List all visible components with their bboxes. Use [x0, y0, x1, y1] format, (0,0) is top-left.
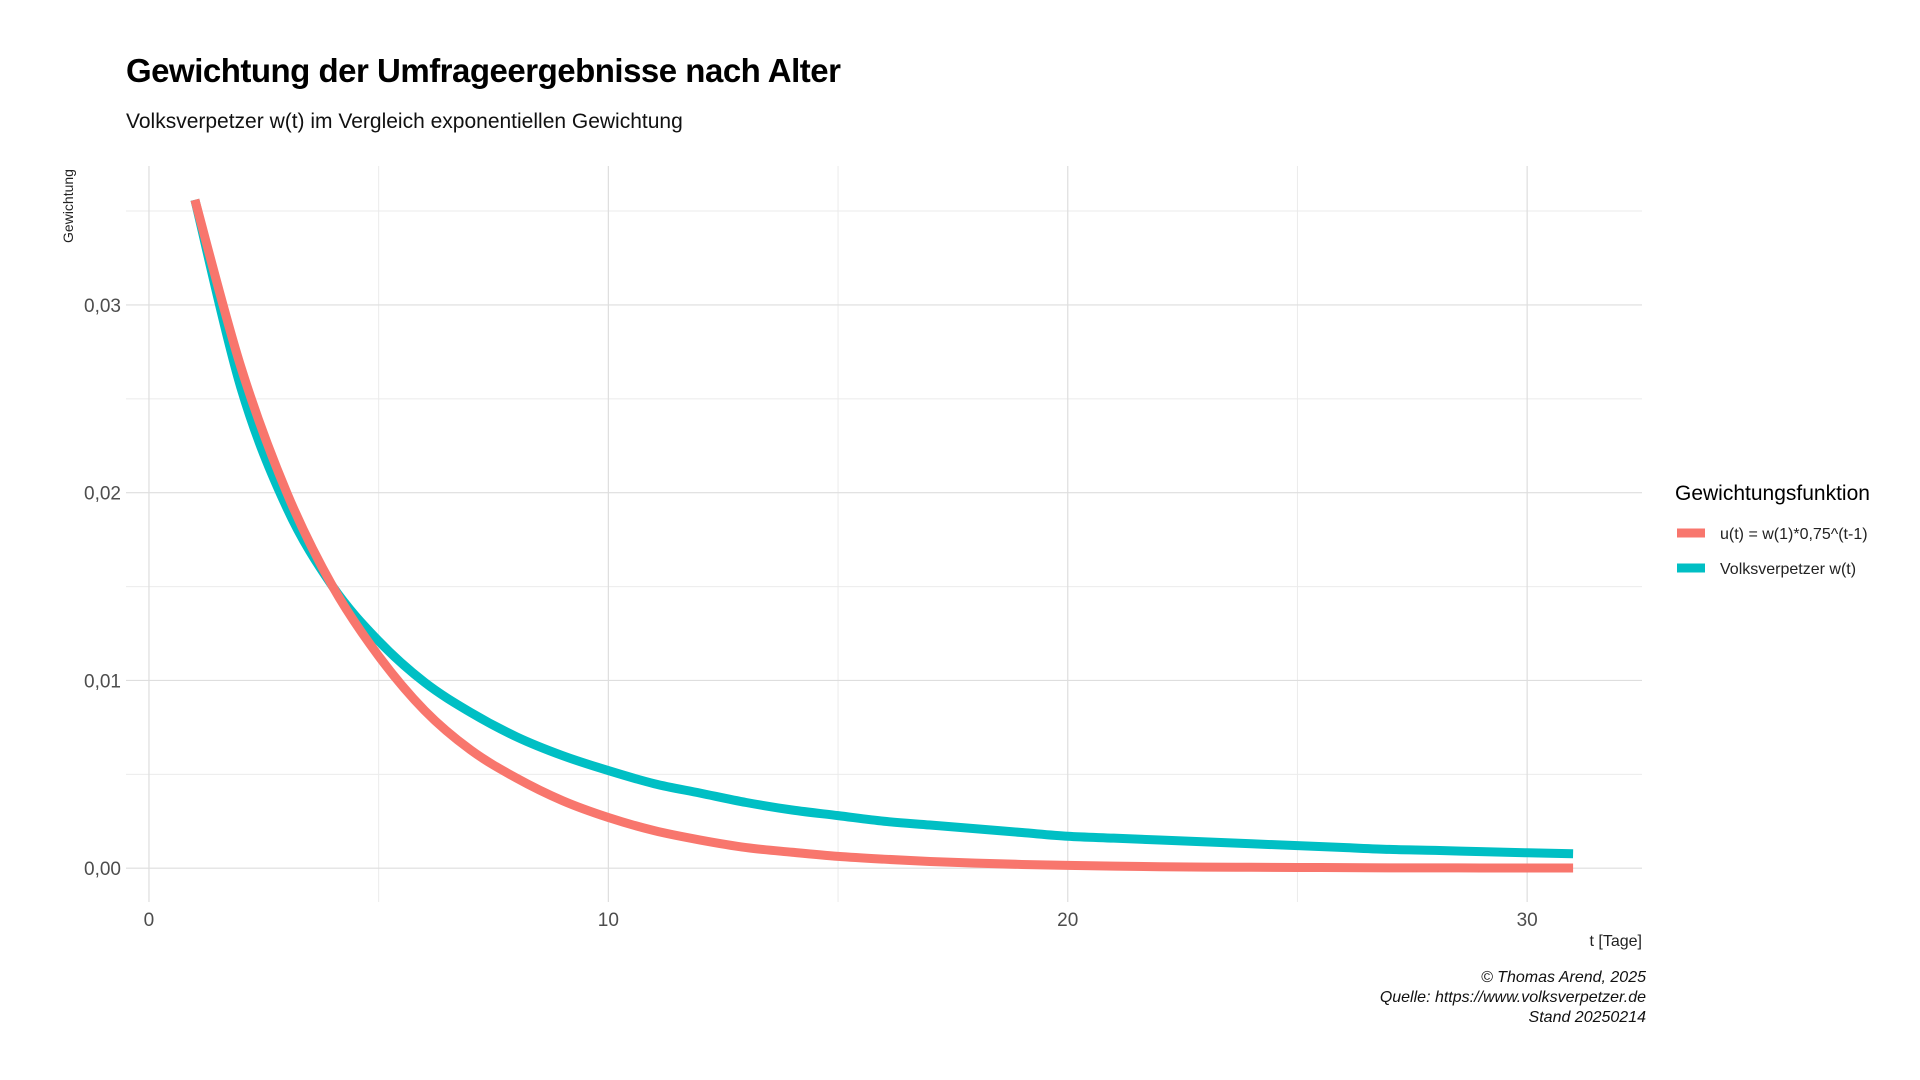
series-layer	[190, 198, 1574, 873]
y-axis-label: Gewichtung	[60, 169, 76, 243]
series-line-1	[190, 198, 1574, 859]
y-tick-label: 0,01	[84, 671, 121, 692]
x-tick-label: 30	[1517, 910, 1538, 931]
caption-date: Stand 20250214	[1528, 1009, 1646, 1026]
x-axis-ticks: 0 10 20 30	[144, 910, 1538, 931]
legend-label: u(t) = w(1)*0,75^(t-1)	[1720, 526, 1868, 543]
y-tick-label: 0,02	[84, 484, 121, 505]
y-tick-label: 0,00	[84, 859, 121, 880]
series-line-0	[190, 198, 1574, 873]
x-tick-label: 20	[1057, 910, 1078, 931]
major-grid	[126, 166, 1642, 902]
caption: © Thomas Arend, 2025 Quelle: https://www…	[1380, 968, 1646, 1028]
x-tick-label: 0	[144, 910, 155, 931]
y-tick-label: 0,03	[84, 296, 121, 317]
x-tick-label: 10	[598, 910, 619, 931]
legend-label: Volksverpetzer w(t)	[1720, 561, 1856, 578]
y-axis-ticks: 0,00 0,01 0,02 0,03	[84, 296, 121, 880]
caption-copyright: © Thomas Arend, 2025	[1480, 969, 1646, 986]
chart-subtitle: Volksverpetzer w(t) im Vergleich exponen…	[126, 110, 683, 133]
legend: Gewichtungsfunktion u(t) = w(1)*0,75^(t-…	[1675, 482, 1870, 578]
caption-source: Quelle: https://www.volksverpetzer.de	[1379, 989, 1646, 1006]
x-axis-label: t [Tage]	[1590, 933, 1642, 950]
chart-title: Gewichtung der Umfrageergebnisse nach Al…	[126, 52, 841, 89]
legend-title: Gewichtungsfunktion	[1675, 482, 1870, 505]
minor-grid	[126, 166, 1642, 902]
